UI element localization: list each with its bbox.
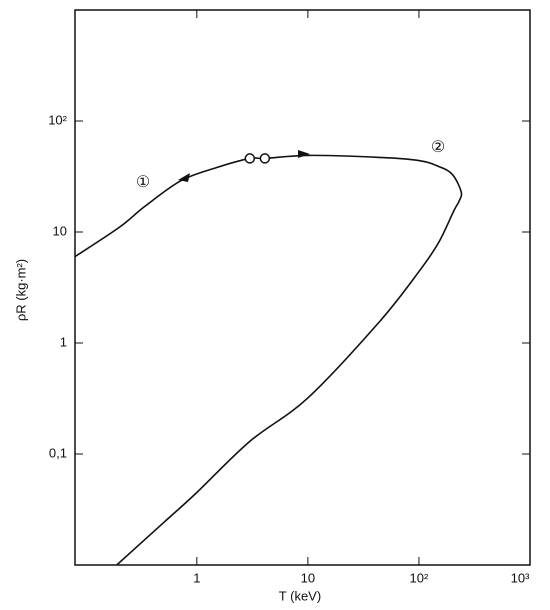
plot-frame [74,9,531,566]
annotation: ② [431,139,445,156]
direction-arrow [178,173,190,182]
y-tick-label: 0,1 [49,445,67,460]
curve [74,154,463,566]
marker [244,153,256,164]
marker [259,153,271,164]
x-tick-label: 10³ [511,570,530,585]
y-axis-label: ρR (kg·m²) [13,259,28,321]
y-tick-label: 1 [60,334,67,349]
y-tick-label: 10 [53,223,67,238]
x-tick-label: 10 [301,570,315,585]
x-axis-label: T (keV) [279,588,321,603]
x-tick-label: 10² [410,570,429,585]
direction-arrow [298,150,310,158]
y-tick-label: 10² [48,112,67,127]
x-tick-label: 1 [193,570,200,585]
annotation: ① [136,174,150,191]
